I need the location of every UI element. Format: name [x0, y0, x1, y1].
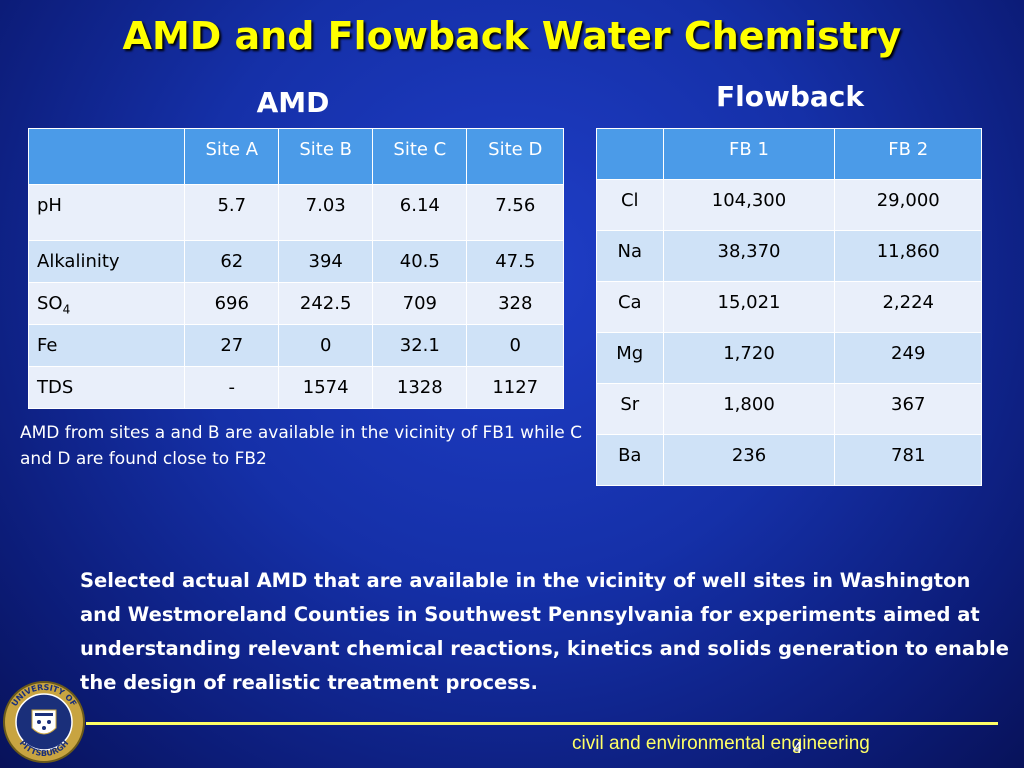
row-label-text: SO: [37, 293, 63, 314]
table-cell: 11,860: [834, 230, 982, 282]
table-cell: 249: [834, 332, 982, 384]
footer-rule: [86, 722, 998, 725]
table-cell: 1328: [372, 366, 468, 409]
table-cell: 1,720: [662, 332, 836, 384]
table-row: Cl 104,300 29,000: [596, 179, 982, 231]
table-cell: 7.03: [278, 184, 374, 241]
table-cell: 709: [372, 282, 468, 325]
table-cell: -: [184, 366, 280, 409]
row-label-subscript: 4: [62, 302, 71, 317]
flowback-heading: Flowback: [716, 80, 864, 113]
column-header: Site C: [372, 128, 468, 185]
amd-table: Site A Site B Site C Site D pH 5.7 7.03 …: [27, 128, 564, 409]
table-cell: 696: [184, 282, 280, 325]
table-row: Alkalinity 62 394 40.5 47.5: [27, 240, 564, 283]
table-cell: 1,800: [662, 383, 836, 435]
flowback-table: FB 1 FB 2 Cl 104,300 29,000 Na 38,370 11…: [596, 128, 982, 486]
table-row: pH 5.7 7.03 6.14 7.56: [27, 184, 564, 241]
table-cell: 5.7: [184, 184, 280, 241]
column-header: [596, 128, 664, 180]
table-cell: 0: [278, 324, 374, 367]
table-cell: 15,021: [662, 281, 836, 333]
table-cell: 781: [834, 434, 982, 486]
row-label: TDS: [27, 366, 186, 409]
column-header: Site A: [184, 128, 280, 185]
table-row: TDS - 1574 1328 1127: [27, 366, 564, 409]
table-row: Ca 15,021 2,224: [596, 281, 982, 333]
table-row: Sr 1,800 367: [596, 383, 982, 435]
table-header-row: Site A Site B Site C Site D: [27, 128, 564, 185]
row-label: Sr: [596, 383, 664, 435]
summary-paragraph: Selected actual AMD that are available i…: [80, 569, 1009, 694]
table-cell: 38,370: [662, 230, 836, 282]
column-header: [27, 128, 186, 185]
page-number: 4: [793, 740, 802, 757]
table-cell: 1574: [278, 366, 374, 409]
table-cell: 40.5: [372, 240, 468, 283]
department-footer: civil and environmental engineering: [572, 733, 870, 754]
column-header: Site B: [278, 128, 374, 185]
table-cell: 0: [466, 324, 564, 367]
table-cell: 6.14: [372, 184, 468, 241]
row-label: SO4: [27, 282, 186, 325]
table-cell: 236: [662, 434, 836, 486]
table-cell: 328: [466, 282, 564, 325]
table-cell: 104,300: [662, 179, 836, 231]
table-row: Fe 27 0 32.1 0: [27, 324, 564, 367]
table-row: Mg 1,720 249: [596, 332, 982, 384]
table-cell: 367: [834, 383, 982, 435]
table-cell: 32.1: [372, 324, 468, 367]
row-label: Fe: [27, 324, 186, 367]
table-row: SO4 696 242.5 709 328: [27, 282, 564, 325]
table-cell: 242.5: [278, 282, 374, 325]
row-label: Mg: [596, 332, 664, 384]
table-cell: 62: [184, 240, 280, 283]
amd-heading: AMD: [256, 86, 330, 119]
table-cell: 47.5: [466, 240, 564, 283]
university-seal-logo: UNIVERSITY OF PITTSBURGH: [3, 681, 85, 763]
table-cell: 2,224: [834, 281, 982, 333]
table-row: Ba 236 781: [596, 434, 982, 486]
table-cell: 394: [278, 240, 374, 283]
row-label: Cl: [596, 179, 664, 231]
slide-title: AMD and Flowback Water Chemistry: [122, 14, 902, 58]
column-header: FB 2: [834, 128, 982, 180]
amd-site-note: AMD from sites a and B are available in …: [20, 423, 583, 469]
row-label: pH: [27, 184, 186, 241]
table-cell: 7.56: [466, 184, 564, 241]
row-label: Ba: [596, 434, 664, 486]
column-header: FB 1: [662, 128, 836, 180]
table-cell: 1127: [466, 366, 564, 409]
row-label: Na: [596, 230, 664, 282]
row-label: Ca: [596, 281, 664, 333]
table-header-row: FB 1 FB 2: [596, 128, 982, 180]
row-label: Alkalinity: [27, 240, 186, 283]
table-cell: 27: [184, 324, 280, 367]
table-row: Na 38,370 11,860: [596, 230, 982, 282]
table-cell: 29,000: [834, 179, 982, 231]
column-header: Site D: [466, 128, 564, 185]
